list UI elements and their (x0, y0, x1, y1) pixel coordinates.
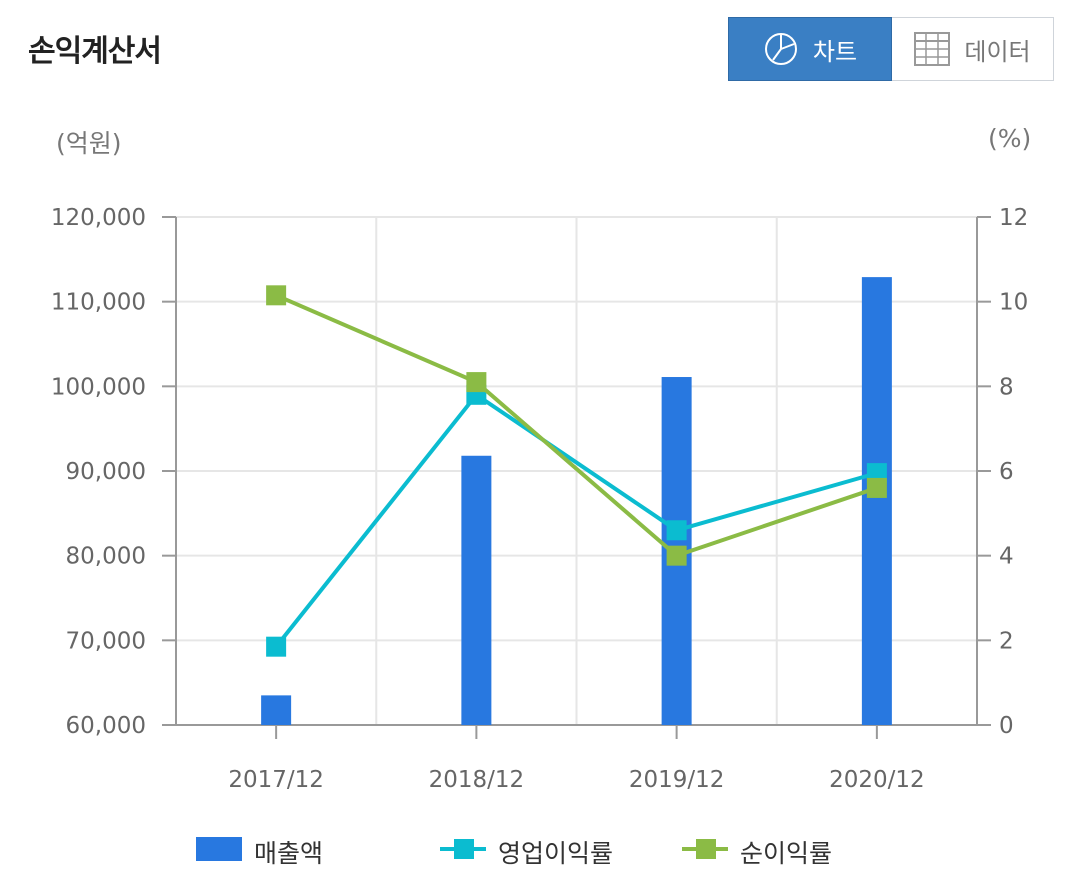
net-margin-point (666, 545, 687, 566)
right-axis-tick-label: 8 (999, 374, 1014, 400)
right-axis-tick-label: 6 (999, 459, 1014, 485)
x-axis-tick-label: 2019/12 (629, 767, 725, 793)
x-axis-tick-label: 2018/12 (429, 767, 525, 793)
net-margin-point (266, 285, 287, 306)
data-view-button[interactable]: 데이터 (892, 17, 1054, 81)
left-axis-unit: (억원) (56, 129, 122, 158)
chart-legend: 매출액 영업이익률 순이익률 (0, 834, 1080, 874)
left-axis-tick-label: 60,000 (66, 713, 146, 739)
legend-item-net-margin[interactable]: 순이익률 (682, 834, 832, 870)
bar-revenue (261, 695, 292, 725)
x-axis-tick-label: 2020/12 (829, 767, 925, 793)
left-axis-tick-label: 70,000 (66, 628, 146, 654)
pie-chart-icon (763, 31, 799, 67)
legend-item-revenue[interactable]: 매출액 (196, 834, 323, 870)
right-axis-tick-label: 4 (999, 544, 1014, 570)
right-axis-tick-label: 0 (999, 713, 1014, 739)
legend-line-swatch (440, 837, 486, 867)
bar-revenue (461, 455, 492, 725)
net-margin-point (466, 372, 487, 393)
net-margin-line (275, 293, 878, 558)
right-axis-tick-label: 12 (999, 205, 1028, 231)
legend-label-operating-margin: 영업이익률 (498, 839, 614, 868)
income-chart: 60,000 0 70,000 2 80,000 4 90,000 6 100,000 8 110,… (51, 205, 1028, 793)
page-title: 손익계산서 (28, 34, 162, 69)
left-axis-tick-label: 90,000 (66, 459, 146, 485)
right-axis-tick-label: 10 (999, 290, 1028, 316)
legend-label-net-margin: 순이익률 (740, 839, 833, 868)
right-axis-tick-label: 2 (999, 628, 1014, 654)
left-axis-tick-label: 110,000 (51, 290, 146, 316)
legend-bar-swatch (196, 837, 242, 867)
chart-view-button[interactable]: 차트 (728, 17, 892, 81)
bar-revenue (861, 277, 892, 725)
net-margin-point (866, 477, 887, 498)
chart-view-label: 차트 (812, 37, 858, 66)
legend-label-revenue: 매출액 (254, 839, 324, 868)
view-toggle: 차트 데이터 (728, 17, 1054, 81)
legend-line-swatch (682, 837, 728, 867)
operating-margin-line (274, 392, 878, 648)
left-axis-tick-label: 120,000 (51, 205, 146, 231)
right-axis-unit: (%) (988, 124, 1032, 153)
table-grid-icon (914, 32, 951, 66)
data-view-label: 데이터 (964, 37, 1031, 66)
operating-margin-point (266, 636, 287, 657)
left-axis-tick-label: 100,000 (51, 374, 146, 400)
x-axis-tick-label: 2017/12 (228, 767, 324, 793)
legend-item-operating-margin[interactable]: 영업이익률 (440, 834, 613, 870)
operating-margin-point (666, 520, 687, 541)
left-axis-tick-label: 80,000 (66, 544, 146, 570)
